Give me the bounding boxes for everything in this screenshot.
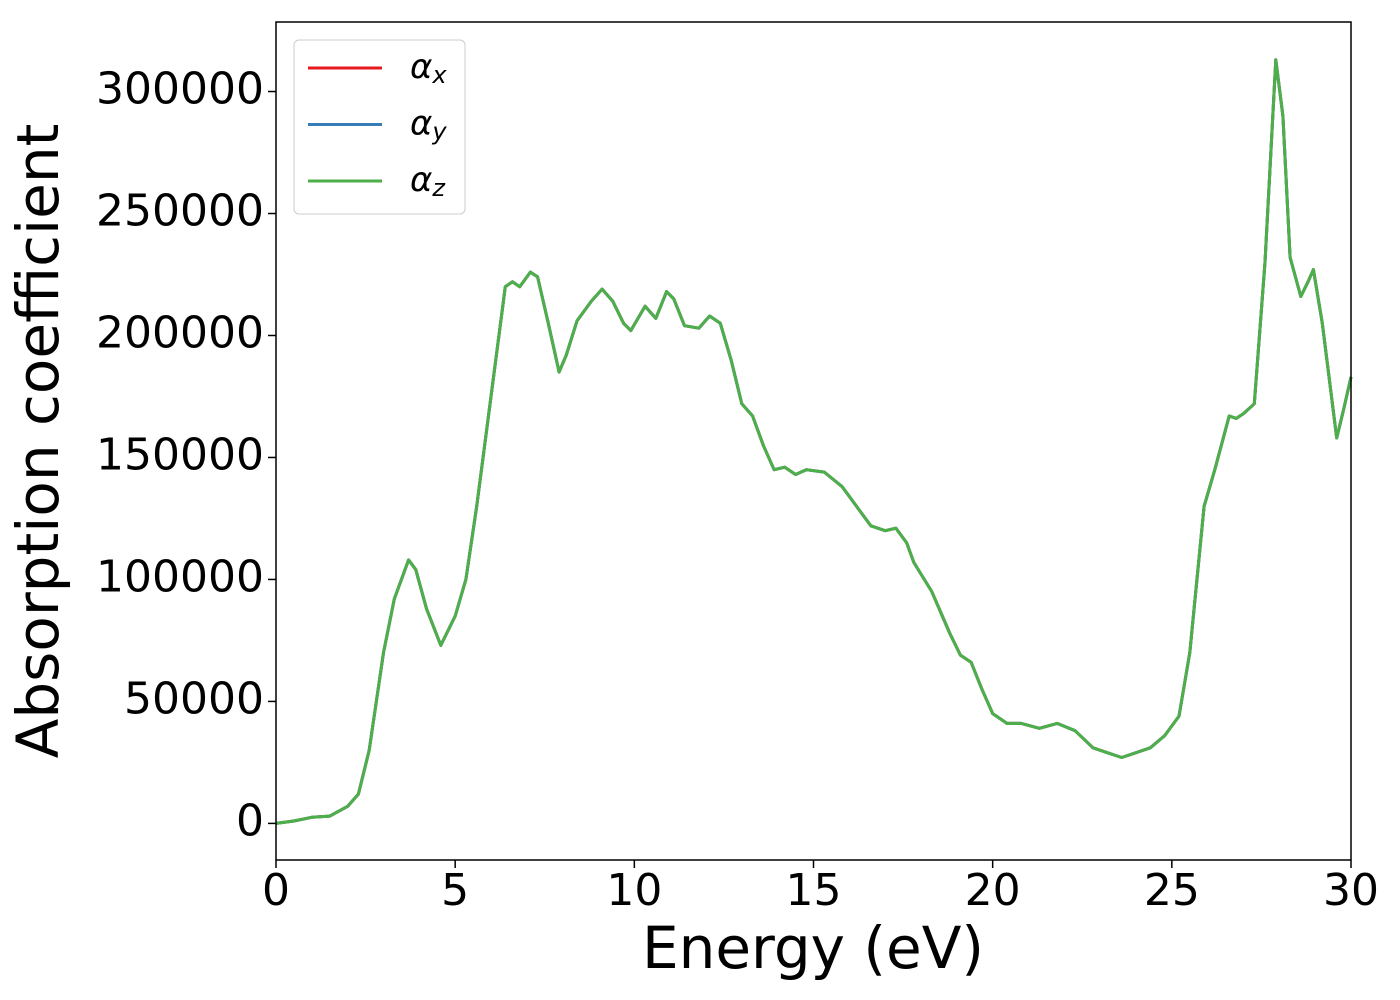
legend-box <box>293 39 466 215</box>
y-tick-label: 300000 <box>96 64 264 115</box>
x-tick-label: 0 <box>262 865 290 916</box>
x-tick-label: 5 <box>441 865 469 916</box>
y-axis-label: Absorption coefficient <box>4 124 72 759</box>
x-tick-label: 10 <box>606 865 662 916</box>
legend-label: αx <box>410 47 447 90</box>
x-axis-label: Energy (eV) <box>642 914 984 982</box>
x-tick-label: 15 <box>786 865 842 916</box>
plot-frame <box>275 21 1352 861</box>
legend-label: αy <box>410 103 447 146</box>
x-tick-label: 30 <box>1323 865 1379 916</box>
y-tick-label: 250000 <box>96 186 264 237</box>
series-line <box>275 58 1353 825</box>
y-tick-label: 150000 <box>96 429 264 480</box>
y-tick-label: 200000 <box>96 307 264 358</box>
x-tick-label: 25 <box>1144 865 1200 916</box>
legend-label: αz <box>410 160 446 203</box>
y-tick-label: 0 <box>236 795 264 846</box>
y-tick-label: 100000 <box>96 551 264 602</box>
y-tick-label: 50000 <box>124 673 264 724</box>
x-tick-label: 20 <box>965 865 1021 916</box>
